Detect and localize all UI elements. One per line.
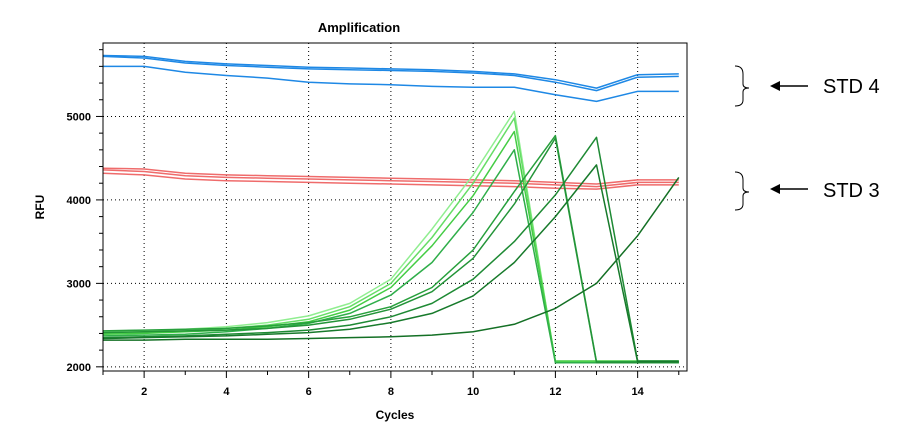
std3-annotation: ← STD 3 <box>734 171 880 211</box>
series-line-amp-1 <box>102 110 679 364</box>
std4-arrow-head <box>770 81 780 91</box>
series-line-amp-6 <box>102 137 679 364</box>
y-tick-label: 3000 <box>67 278 91 290</box>
series-line-amp-9 <box>103 176 680 341</box>
std4-annotation: ← STD 4 <box>734 65 880 107</box>
x-tick-label: 6 <box>306 386 312 398</box>
y-tick-label: 4000 <box>67 195 91 207</box>
x-tick-label: 12 <box>549 386 561 398</box>
std3-label: STD 3 <box>823 180 880 202</box>
axis-ticks: 2 4 6 8 10 12 14 2000 3000 4000 5000 <box>67 49 680 398</box>
series-line-std4-a <box>102 54 679 89</box>
chart-title: Amplification <box>318 20 400 35</box>
std4-label: STD 4 <box>823 76 880 98</box>
series-line-std3-b <box>102 169 679 188</box>
std3-brace <box>734 171 750 211</box>
std3-arrow-head <box>770 184 780 194</box>
x-tick-label: 8 <box>388 386 394 398</box>
plot-frame <box>102 42 688 372</box>
series-line-amp-8 <box>102 164 679 363</box>
series-line-std4-c <box>103 65 679 103</box>
series-line-std4-b <box>102 55 679 92</box>
y-tick-label: 2000 <box>67 362 91 374</box>
x-tick-label: 10 <box>467 386 479 398</box>
series-line-std3-a <box>102 167 679 185</box>
y-tick-label: 5000 <box>67 111 91 123</box>
std4-brace <box>734 65 750 107</box>
y-axis-label: RFU <box>33 195 47 220</box>
series-line-amp-4 <box>102 149 679 364</box>
series-line-std3-c <box>102 172 679 190</box>
series-line-amp-3 <box>102 130 679 362</box>
x-tick-label: 2 <box>141 386 147 398</box>
grid <box>103 43 687 371</box>
x-tick-label: 4 <box>223 386 230 398</box>
x-tick-label: 14 <box>632 386 645 398</box>
series-line-amp-7 <box>102 136 679 362</box>
series-lines <box>102 54 680 364</box>
x-axis-label: Cycles <box>376 408 415 422</box>
